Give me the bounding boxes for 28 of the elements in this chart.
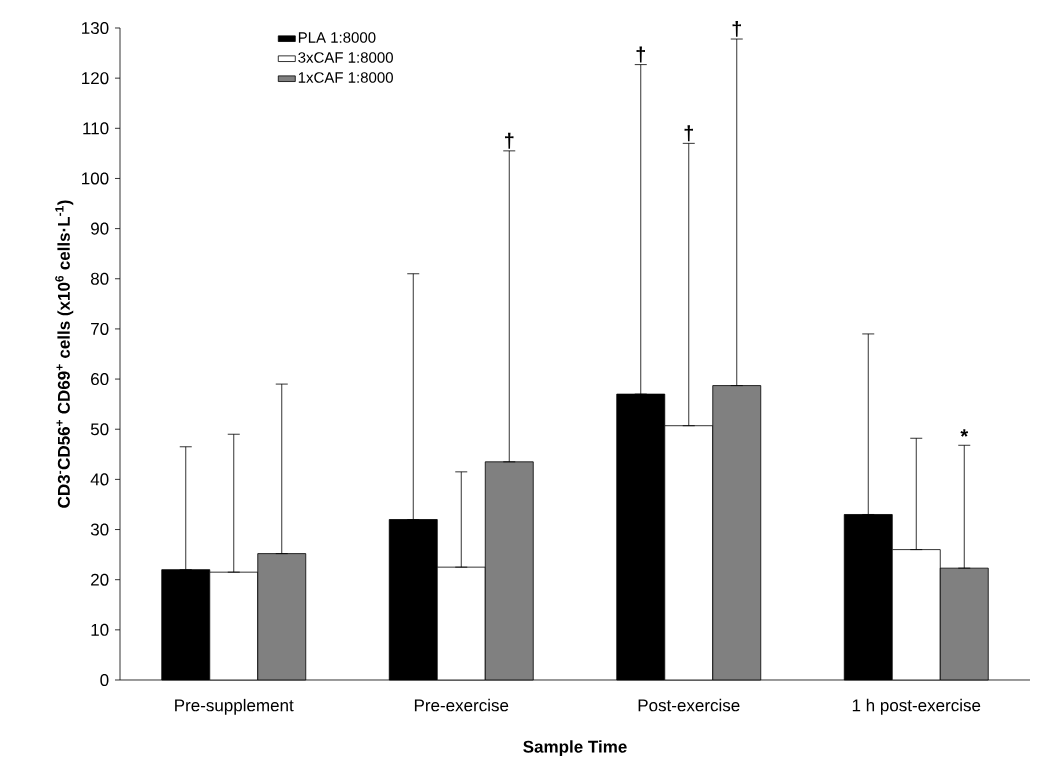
annotation: † bbox=[505, 132, 514, 149]
y-tick-label: 20 bbox=[91, 573, 109, 586]
y-tick-label: 60 bbox=[91, 373, 109, 386]
x-tick-label: 1 h post-exercise bbox=[852, 698, 981, 715]
text: CD3$^{-}$CD56$^{+}$ CD69$^{+}$ cells (x10$^{6}$ cells·L$^{-1}$) bbox=[55, 200, 74, 508]
x-tick-label: Post-exercise bbox=[638, 698, 740, 712]
y-tick-label: 110 bbox=[83, 122, 109, 135]
y-tick-label: 70 bbox=[91, 322, 109, 335]
annotation: † bbox=[636, 46, 645, 63]
legend-label: 1xCAF 1:8000 bbox=[298, 72, 393, 83]
y-tick-label: 30 bbox=[90, 523, 109, 536]
legend-label: PLA 1:8000 bbox=[298, 32, 376, 43]
y-tick-label: 40 bbox=[90, 473, 109, 486]
x-tick-label: Pre-exercise bbox=[414, 698, 509, 712]
y-tick-label: 0 bbox=[100, 673, 109, 687]
y-tick-label: 130 bbox=[82, 21, 109, 35]
annotation: * bbox=[960, 429, 969, 437]
y-tick-label: 80 bbox=[90, 272, 109, 285]
annotation: † bbox=[732, 20, 741, 37]
y-tick-label: 120 bbox=[82, 72, 109, 85]
y-tick-label: 90 bbox=[91, 222, 109, 235]
annotation: † bbox=[684, 125, 693, 142]
legend-label: 3xCAF 1:8000 bbox=[298, 52, 393, 63]
y-tick-label: 100 bbox=[82, 172, 109, 185]
x-tick-label: Pre-supplement bbox=[175, 698, 294, 715]
y-tick-label: 50 bbox=[90, 423, 109, 436]
y-tick-label: 10 bbox=[91, 623, 109, 636]
x-axis-title: Sample Time bbox=[523, 740, 627, 757]
